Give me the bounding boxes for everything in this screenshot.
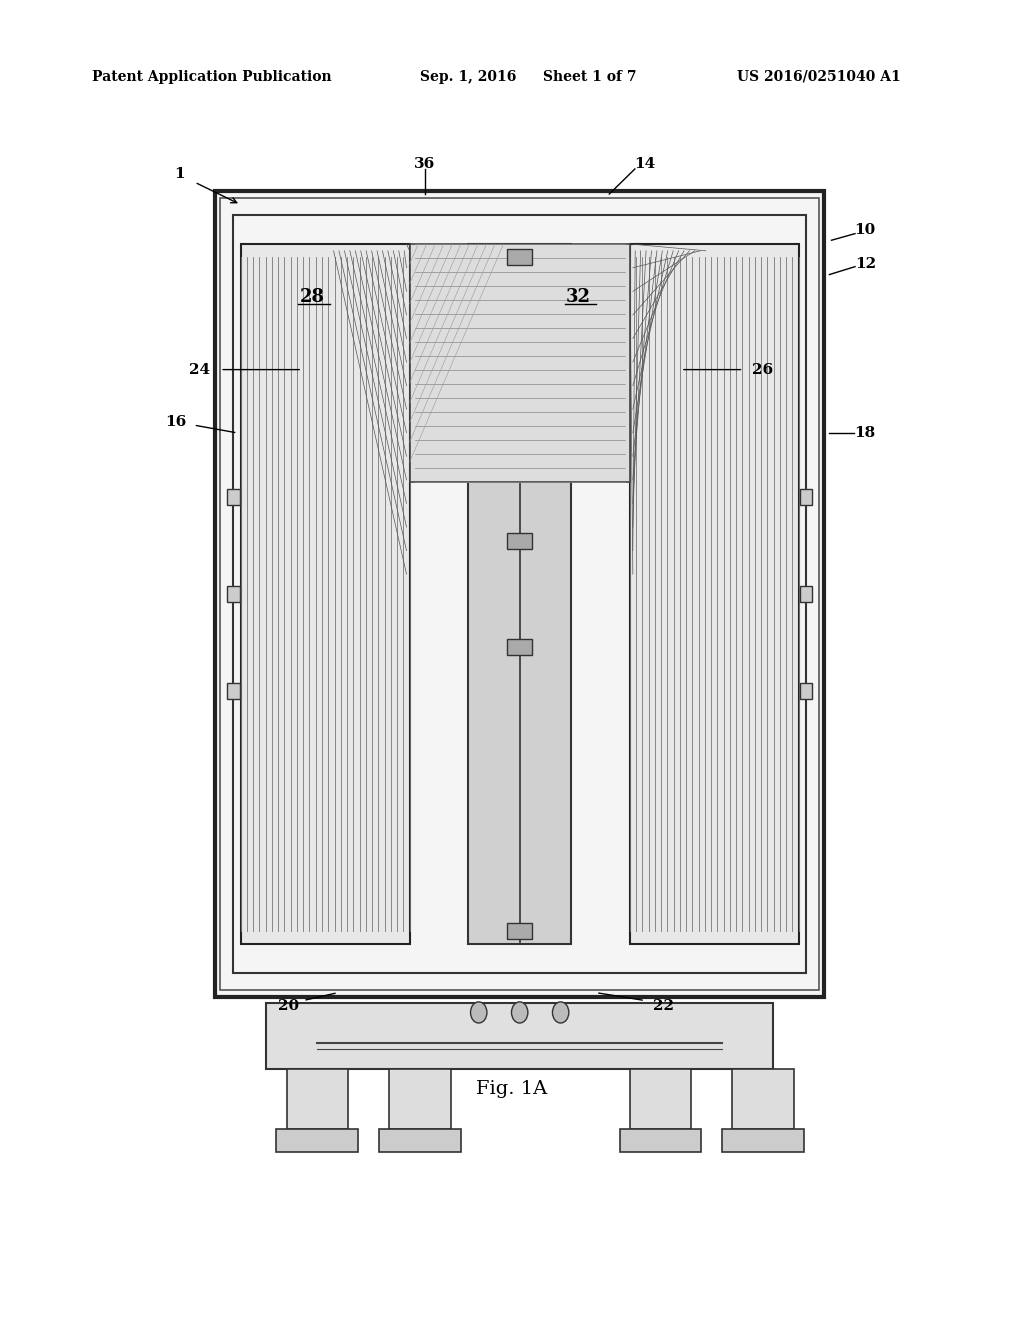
Bar	[507, 249, 532, 265]
Text: 26: 26	[753, 363, 773, 376]
Text: 14: 14	[635, 157, 655, 170]
Bar	[800, 490, 812, 506]
Text: 22: 22	[653, 999, 674, 1012]
Bar	[266, 1003, 773, 1069]
Bar	[620, 1129, 701, 1152]
Circle shape	[553, 1002, 569, 1023]
Bar	[241, 244, 410, 944]
Bar	[410, 244, 630, 482]
Bar	[220, 198, 819, 990]
Text: 18: 18	[855, 426, 876, 440]
Bar	[227, 682, 240, 698]
Bar	[630, 1069, 691, 1129]
Text: Fig. 1A: Fig. 1A	[476, 1080, 548, 1098]
Bar	[233, 215, 806, 973]
Text: Patent Application Publication: Patent Application Publication	[92, 70, 332, 83]
Bar	[800, 586, 812, 602]
Text: 16: 16	[166, 416, 186, 429]
Bar	[276, 1129, 358, 1152]
Bar	[468, 244, 571, 944]
Text: US 2016/0251040 A1: US 2016/0251040 A1	[737, 70, 901, 83]
Bar	[379, 1129, 461, 1152]
Text: 20: 20	[279, 999, 299, 1012]
Bar	[507, 533, 532, 549]
Text: 24: 24	[189, 363, 210, 376]
Text: 28: 28	[300, 288, 325, 306]
Bar	[722, 1129, 804, 1152]
Bar	[287, 1069, 348, 1129]
Bar	[507, 639, 532, 655]
Circle shape	[470, 1002, 487, 1023]
Text: 1: 1	[174, 168, 184, 181]
Text: 10: 10	[855, 223, 876, 236]
Bar	[507, 923, 532, 939]
Bar	[215, 191, 824, 997]
Bar	[800, 682, 812, 698]
Circle shape	[511, 1002, 528, 1023]
Text: Sheet 1 of 7: Sheet 1 of 7	[543, 70, 636, 83]
Bar	[227, 586, 240, 602]
Text: 12: 12	[855, 257, 876, 271]
Text: 32: 32	[566, 288, 591, 306]
Text: Sep. 1, 2016: Sep. 1, 2016	[420, 70, 516, 83]
Bar	[630, 244, 799, 944]
Text: 36: 36	[415, 157, 435, 170]
Bar	[732, 1069, 794, 1129]
Bar	[389, 1069, 451, 1129]
Bar	[227, 490, 240, 506]
